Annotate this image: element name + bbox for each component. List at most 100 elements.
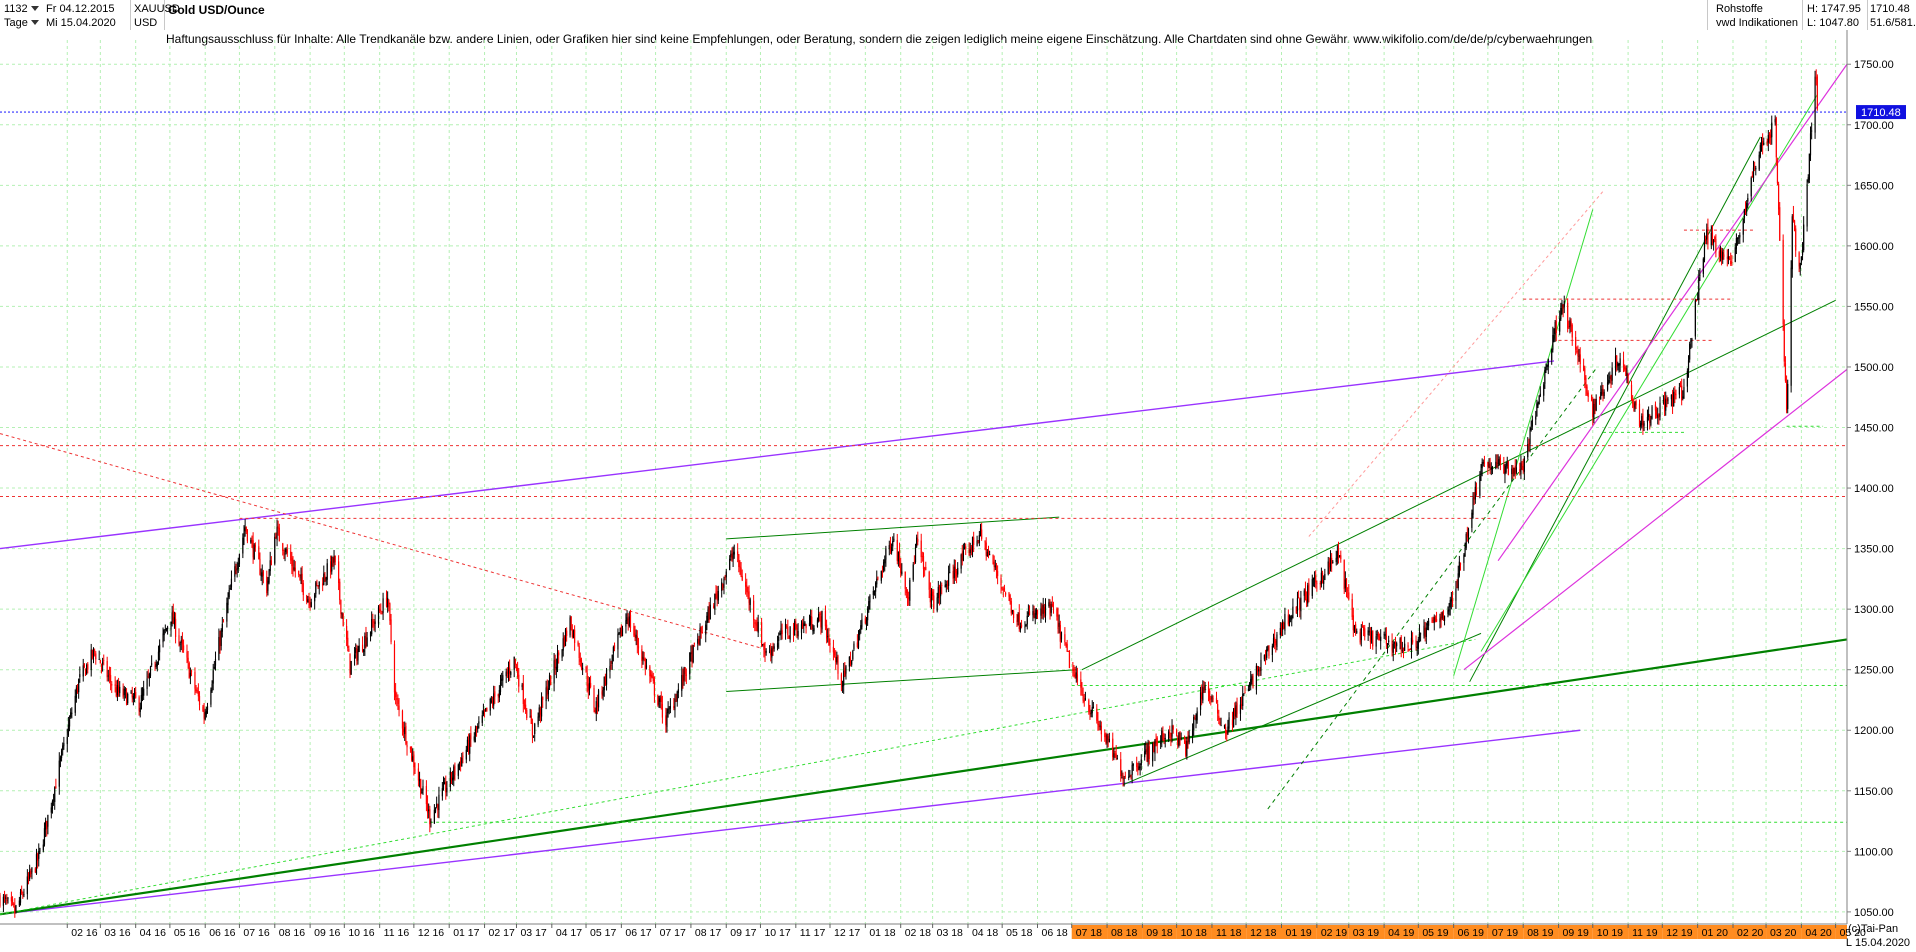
candle-body (1649, 415, 1651, 423)
candle-body (290, 551, 292, 561)
candle-body (700, 627, 702, 633)
candle-body (1018, 612, 1020, 630)
candle-body (627, 618, 629, 626)
candle-body (1434, 617, 1437, 622)
candle-body (909, 580, 911, 601)
candle-body (1263, 655, 1265, 660)
candle-body (469, 735, 471, 754)
candle-body (1592, 399, 1594, 418)
candle-body (773, 646, 775, 649)
bars-count-selector[interactable]: 1132 (4, 2, 42, 16)
candle-body (501, 678, 503, 681)
candle-body (1703, 240, 1706, 261)
candle-body (1402, 649, 1405, 653)
candles (0, 69, 1818, 918)
candle-body (342, 613, 344, 627)
candle-body (933, 595, 935, 610)
candle-body (973, 537, 975, 546)
candle-body (757, 621, 759, 633)
candle-body (139, 707, 141, 713)
candle-body (747, 592, 749, 594)
candle-body (1036, 609, 1039, 615)
candle-body (978, 535, 980, 543)
candle-body (449, 771, 451, 788)
candle-body (1635, 400, 1637, 406)
candle-body (1683, 387, 1685, 399)
candle-body (1539, 393, 1541, 397)
candle-body (912, 564, 914, 580)
candle-body (76, 686, 79, 692)
candle-body (661, 704, 664, 718)
candle-body (682, 674, 684, 683)
candle-body (1130, 775, 1132, 777)
candle-body (529, 716, 531, 718)
candle-body (1803, 224, 1805, 251)
candle-body (611, 654, 613, 664)
candle-body (1163, 739, 1165, 742)
candle-body (94, 650, 96, 652)
candle-body (1048, 602, 1050, 607)
candle-body (580, 660, 583, 668)
period-selector[interactable]: Tage (4, 16, 42, 30)
candle-body (689, 652, 691, 675)
candle-body (1215, 698, 1218, 703)
x-tick-label: 01 18 (869, 927, 895, 939)
candle-body (1654, 404, 1657, 411)
candle-body (1299, 599, 1301, 610)
candle-body (861, 619, 863, 627)
candle-body (1066, 643, 1068, 652)
candle-body (1442, 611, 1444, 620)
candle-body (50, 807, 52, 813)
candle-body (1020, 624, 1023, 628)
candle-body (293, 567, 295, 570)
candle-body (34, 868, 36, 873)
candle-body (1505, 465, 1507, 473)
candle-body (1320, 572, 1323, 585)
candle-body (651, 674, 653, 678)
candle-body (444, 781, 446, 785)
candle-body (586, 672, 588, 687)
candle-body (930, 593, 933, 602)
candle-body (1743, 209, 1745, 219)
candle-body (1782, 239, 1784, 325)
candle-body (1738, 237, 1740, 239)
copyright: (c)Tai-Pan (1848, 923, 1898, 935)
candle-body (524, 704, 527, 711)
candle-body (1755, 167, 1757, 170)
candle-body (538, 707, 540, 718)
candle-body (532, 735, 535, 737)
candle-body (715, 591, 717, 594)
candle-body (490, 700, 492, 702)
candle-body (841, 684, 844, 687)
candle-body (1441, 612, 1443, 619)
candle-body (51, 801, 54, 809)
candle-body (1448, 609, 1450, 612)
candle-body (659, 698, 661, 702)
candle-body (414, 769, 416, 771)
candle-body (816, 619, 819, 627)
x-axis-highlight (1766, 925, 1802, 939)
candle-body (1004, 592, 1007, 595)
candle-body (1575, 336, 1577, 350)
x-axis: 02 16 03 16 04 16 05 16 06 16 07 16 08 16 09 16… (0, 923, 1866, 952)
candle-body (1766, 140, 1768, 145)
candle-body (1673, 391, 1675, 407)
candle-body (882, 562, 885, 571)
trendline (1267, 366, 1598, 810)
candle-body (1040, 608, 1042, 616)
candle-body (635, 634, 637, 639)
candle-body (795, 622, 797, 629)
candle-body (302, 583, 304, 596)
candle-body (13, 903, 15, 906)
trendline (1480, 94, 1818, 652)
candle-body (1319, 583, 1321, 585)
trendline (1453, 209, 1594, 676)
candle-body (143, 688, 145, 696)
candle-body (269, 560, 271, 572)
candle-body (332, 557, 334, 564)
candle-body (836, 656, 838, 663)
candle-body (1521, 463, 1523, 469)
candle-body (1401, 650, 1403, 652)
candle-body (594, 710, 596, 712)
